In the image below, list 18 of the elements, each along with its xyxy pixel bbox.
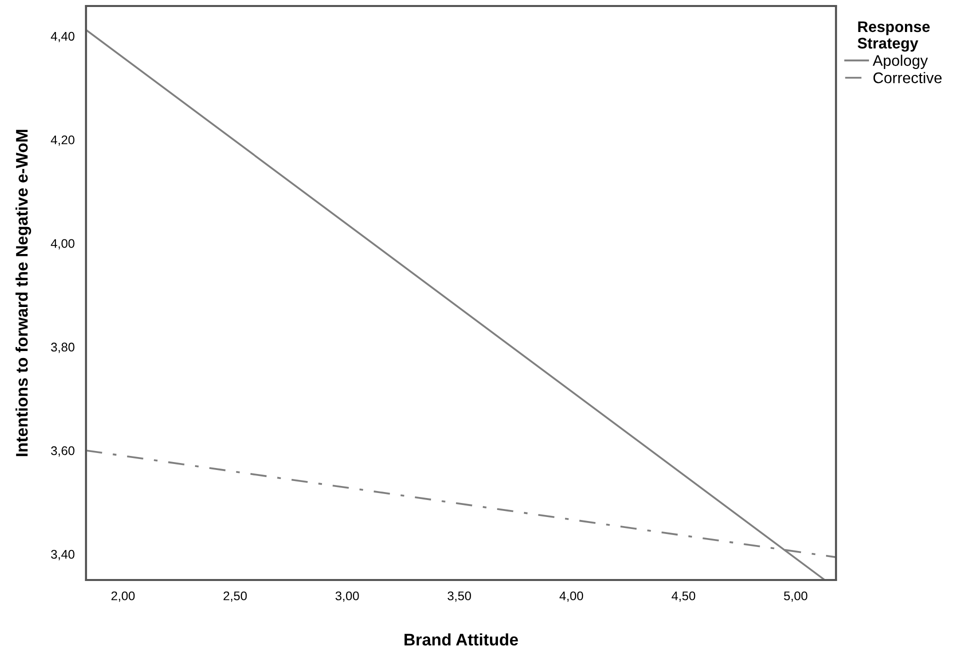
x-tick-label: 4,00 bbox=[560, 591, 584, 602]
legend-title: Response Strategy bbox=[858, 21, 930, 52]
y-tick-label: 4,40 bbox=[50, 32, 74, 42]
x-tick-label: 3,00 bbox=[336, 591, 359, 602]
x-tick-label: 5,00 bbox=[784, 591, 808, 602]
y-tick-label: 3,80 bbox=[51, 342, 74, 354]
legend-label: Apology bbox=[872, 54, 928, 69]
y-tick-label: 3,60 bbox=[51, 446, 74, 457]
y-tick-label: 4,20 bbox=[50, 135, 74, 146]
x-tick-label: 3,50 bbox=[448, 591, 471, 602]
x-tick-label: 2,50 bbox=[224, 591, 247, 602]
legend-label: Corrective bbox=[873, 72, 942, 84]
x-tick-label: 4,50 bbox=[672, 591, 696, 602]
y-tick-label: 3,40 bbox=[51, 550, 74, 560]
x-tick-label: 2,00 bbox=[111, 591, 135, 602]
x-axis-title: Brand Attitude bbox=[404, 633, 518, 646]
y-axis-title: Intentions to forward the Negative e-WoM bbox=[16, 130, 32, 456]
y-tick-label: 4,00 bbox=[50, 239, 74, 250]
